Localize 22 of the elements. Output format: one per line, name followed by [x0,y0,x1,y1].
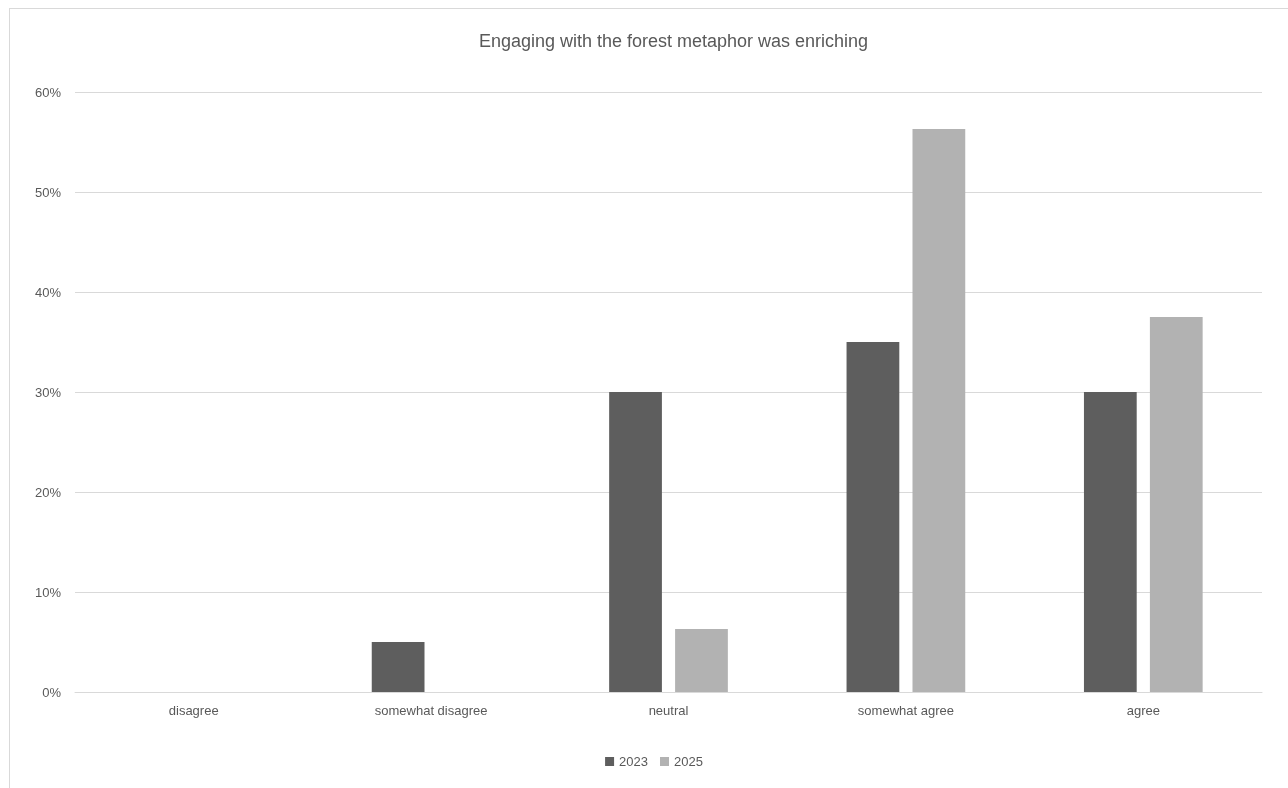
chart-title: Engaging with the forest metaphor was enriching [478,31,869,51]
y-tick-label: 10% [34,584,62,600]
bar [846,342,900,692]
bar [371,642,425,692]
bar [1149,317,1203,692]
y-tick-label: 60% [34,84,62,100]
x-tick-label: disagree [168,703,219,718]
y-tick-label: 40% [34,284,62,300]
y-tick-label: 0% [42,684,62,700]
x-tick-label: somewhat agree [857,703,954,718]
bar [912,129,966,692]
x-tick-label: somewhat disagree [374,703,488,718]
legend-label: 2025 [674,754,703,769]
bar [675,629,728,692]
x-tick-label: agree [1126,703,1160,718]
legend-label: 2023 [619,754,648,769]
x-tick-label: neutral [648,703,689,718]
y-tick-label: 50% [34,184,62,200]
y-tick-label: 30% [34,384,62,400]
y-tick-label: 20% [34,484,62,500]
bar [1083,392,1137,692]
bar [609,392,662,692]
